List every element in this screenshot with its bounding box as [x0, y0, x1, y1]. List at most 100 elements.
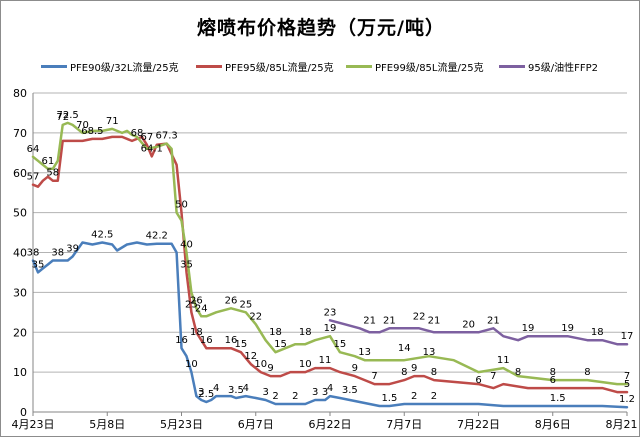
- data-label-s1-0: 57: [27, 172, 40, 183]
- data-label-s3-6: 21: [487, 315, 500, 326]
- data-label-s2-11: 24: [195, 303, 208, 314]
- data-label-s0-9: 2.5: [198, 389, 214, 400]
- x-tick-label-6: 7月22日: [457, 418, 500, 431]
- data-label-s1-18: 8: [401, 367, 407, 378]
- data-label-s2-9: 40: [180, 240, 193, 251]
- y-tick-label-60: 60: [13, 167, 27, 180]
- legend-label-pfe99: PFE99级/85L流量/25克: [375, 63, 484, 74]
- data-label-s1-20: 8: [431, 367, 437, 378]
- chart-title: 熔喷布价格趋势（万元/吨）: [197, 17, 445, 39]
- data-label-s2-3: 72.5: [57, 110, 79, 121]
- data-label-s0-13: 3: [262, 387, 268, 398]
- data-label-s2-25: 8: [550, 367, 556, 378]
- data-label-s2-12: 26: [225, 295, 238, 306]
- data-label-s2-22: 13: [423, 347, 436, 358]
- data-label-s0-20: 1.5: [381, 393, 397, 404]
- series-line-1: [31, 135, 629, 394]
- data-label-s0-1: 35: [32, 259, 45, 270]
- legend-swatch-pfe95: [196, 65, 222, 68]
- legend-label-ffp2: 95级/油性FFP2: [528, 63, 598, 74]
- data-label-s1-11: 12: [244, 351, 257, 362]
- data-label-s1-10: 15: [235, 339, 248, 350]
- x-tick-label-1: 5月8日: [89, 418, 125, 431]
- series-line-2: [31, 121, 629, 386]
- data-label-s2-17: 18: [299, 327, 312, 338]
- data-label-s0-6: 16: [175, 335, 188, 346]
- data-label-s2-26: 8: [584, 367, 590, 378]
- data-label-s3-8: 19: [561, 323, 574, 334]
- data-label-s0-2: 38: [51, 247, 64, 258]
- y-tick-label-50: 50: [13, 207, 27, 220]
- x-tick-label-7: 8月6日: [535, 418, 571, 431]
- data-label-s3-10: 17: [621, 331, 634, 342]
- data-label-s1-1: 58: [46, 168, 59, 179]
- data-label-s1-2: 68.5: [81, 126, 103, 137]
- data-label-s1-19: 9: [411, 363, 417, 374]
- data-label-s2-19: 15: [334, 339, 347, 350]
- x-tick-label-5: 7月7日: [386, 418, 422, 431]
- data-label-s3-3: 22: [413, 311, 426, 322]
- data-label-s2-7: 67.3: [156, 131, 178, 142]
- data-label-s1-23: 6: [550, 375, 556, 386]
- series-line-3: [328, 319, 629, 346]
- data-label-s0-11: 3.5: [228, 385, 244, 396]
- data-label-s0-22: 2: [431, 391, 437, 402]
- y-tick-label-70: 70: [13, 127, 27, 140]
- x-tick-label-2: 5月23日: [160, 418, 203, 431]
- data-label-s0-19: 3.5: [342, 385, 358, 396]
- data-label-s0-5: 42.2: [146, 231, 168, 242]
- data-label-s0-24: 1.2: [619, 394, 635, 405]
- data-label-s3-4: 21: [428, 315, 441, 326]
- data-label-s1-16: 9: [352, 363, 358, 374]
- legend-label-pfe95: PFE95级/85L流量/25克: [225, 63, 334, 74]
- data-label-s2-27: 7: [624, 371, 630, 382]
- data-label-s0-4: 42.5: [91, 230, 113, 241]
- data-label-s3-1: 21: [363, 315, 376, 326]
- data-label-s2-6: 68: [131, 128, 144, 139]
- data-label-s2-13: 25: [239, 299, 252, 310]
- data-label-s2-5: 71: [106, 116, 119, 127]
- data-label-s2-20: 13: [358, 347, 371, 358]
- data-label-s0-15: 2: [292, 391, 298, 402]
- data-label-s2-16: 15: [274, 339, 287, 350]
- y-tick-label-40: 40: [13, 247, 27, 260]
- data-label-s0-7: 10: [185, 359, 198, 370]
- data-label-s1-17: 7: [371, 371, 377, 382]
- data-label-s2-4: 70: [76, 120, 89, 131]
- y-tick-label-0: 0: [20, 406, 27, 419]
- legend-swatch-pfe99: [346, 65, 372, 68]
- data-label-s2-0: 64: [27, 144, 40, 155]
- data-label-s3-7: 19: [522, 323, 535, 334]
- x-tick-label-3: 6月7日: [238, 418, 274, 431]
- y-tick-label-30: 30: [13, 286, 27, 299]
- x-tick-label-0: 4月23日: [12, 418, 55, 431]
- data-label-s0-17: 3: [322, 387, 328, 398]
- data-label-s0-18: 4: [327, 383, 333, 394]
- data-label-s1-7: 18: [190, 327, 203, 338]
- data-label-s1-15: 11: [319, 355, 332, 366]
- data-label-s3-0: 23: [324, 307, 337, 318]
- data-label-s3-5: 20: [462, 319, 475, 330]
- data-label-s1-5: 35: [180, 259, 193, 270]
- data-label-s2-15: 18: [269, 327, 282, 338]
- data-label-s0-3: 39: [66, 243, 79, 254]
- data-label-s1-3: 67: [140, 132, 153, 143]
- data-label-s1-14: 10: [299, 359, 312, 370]
- data-label-s1-22: 7: [490, 371, 496, 382]
- legend-item-pfe99: PFE99级/85L流量/25克: [346, 59, 484, 77]
- data-label-s0-14: 2: [272, 391, 278, 402]
- data-label-s2-21: 14: [398, 343, 411, 354]
- x-tick-label-8: 8月21日: [606, 418, 640, 431]
- legend-label-pfe90: PFE90级/32L流量/25克: [70, 63, 179, 74]
- data-label-s1-12: 10: [254, 359, 267, 370]
- data-label-s1-6: 25: [185, 299, 198, 310]
- chart-legend: PFE90级/32L流量/25克 PFE95级/85L流量/25克 PFE99级…: [31, 59, 631, 77]
- legend-swatch-pfe90: [41, 65, 67, 68]
- legend-swatch-ffp2: [499, 65, 525, 68]
- data-label-s0-16: 3: [312, 387, 318, 398]
- data-label-s2-1: 61: [41, 156, 54, 167]
- data-label-s3-2: 21: [383, 315, 396, 326]
- data-label-s0-0: 38: [27, 247, 40, 258]
- data-label-s2-24: 8: [515, 367, 521, 378]
